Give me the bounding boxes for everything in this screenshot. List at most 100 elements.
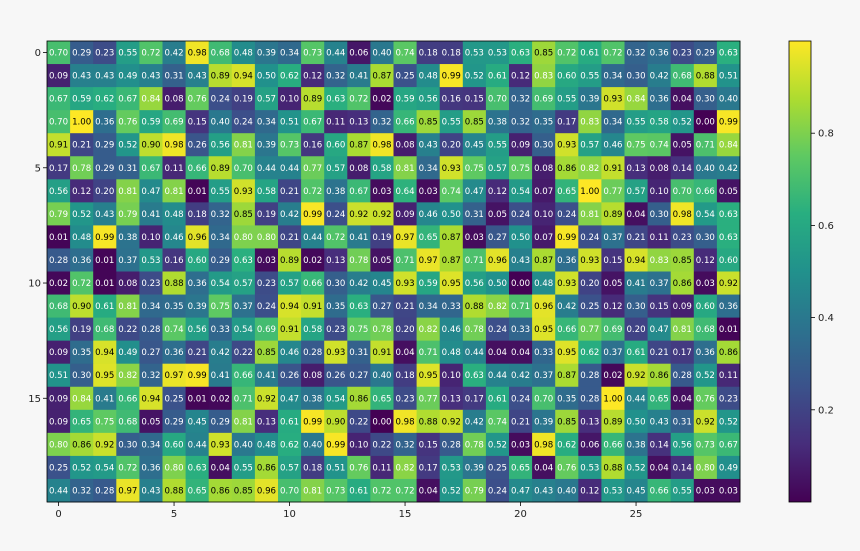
cell-value-label: 0.30 bbox=[326, 279, 345, 289]
heatmap-cell bbox=[208, 225, 233, 249]
heatmap-cell bbox=[231, 110, 256, 134]
cell-value-label: 0.63 bbox=[719, 210, 738, 220]
cell-value-label: 0.59 bbox=[419, 279, 438, 289]
cell-value-label: 0.82 bbox=[580, 164, 599, 174]
cell-value-label: 0.78 bbox=[349, 256, 368, 266]
cell-value-label: 0.52 bbox=[442, 486, 461, 496]
cell-value-label: 0.04 bbox=[626, 210, 645, 220]
heatmap-cell bbox=[324, 87, 348, 111]
heatmap-cell bbox=[716, 110, 741, 134]
heatmap-cell bbox=[670, 64, 695, 88]
heatmap-cell bbox=[347, 248, 371, 272]
heatmap-cell bbox=[647, 202, 672, 226]
cell-value-label: 0.93 bbox=[580, 256, 599, 266]
heatmap-cell bbox=[393, 317, 417, 342]
cell-value-label: 0.29 bbox=[211, 417, 230, 427]
heatmap-cell bbox=[693, 64, 718, 88]
heatmap-cell bbox=[185, 340, 210, 365]
cell-value-label: 0.43 bbox=[95, 72, 114, 82]
cell-value-label: 0.12 bbox=[511, 72, 530, 82]
cell-value-label: 0.17 bbox=[673, 348, 692, 358]
heatmap-cell bbox=[301, 386, 325, 411]
heatmap-cell bbox=[278, 363, 302, 388]
cell-value-label: 0.60 bbox=[557, 72, 576, 82]
cell-value-label: 0.40 bbox=[372, 49, 391, 59]
heatmap-cell bbox=[324, 478, 348, 503]
cell-value-label: 0.51 bbox=[49, 371, 68, 381]
heatmap-cell bbox=[578, 248, 602, 272]
cell-value-label: 0.82 bbox=[419, 325, 438, 335]
cell-value-label: 0.30 bbox=[626, 302, 645, 312]
heatmap-cell bbox=[693, 202, 718, 226]
heatmap-cell bbox=[416, 64, 441, 88]
heatmap-cell bbox=[301, 87, 325, 111]
heatmap-cell bbox=[162, 110, 186, 134]
cell-value-label: 0.44 bbox=[49, 486, 68, 496]
cell-value-label: 0.41 bbox=[257, 371, 276, 381]
colorbar-gradient bbox=[788, 40, 812, 503]
cell-value-label: 0.03 bbox=[511, 440, 530, 450]
heatmap-cell bbox=[93, 225, 117, 249]
cell-value-label: 0.11 bbox=[719, 371, 738, 381]
cell-value-label: 0.63 bbox=[465, 371, 484, 381]
cell-value-label: 0.15 bbox=[603, 256, 622, 266]
cell-value-label: 0.04 bbox=[511, 348, 530, 358]
heatmap-cell bbox=[324, 41, 348, 65]
cell-value-label: 0.09 bbox=[49, 394, 68, 404]
cell-value-label: 0.56 bbox=[188, 325, 207, 335]
heatmap-cell bbox=[116, 409, 140, 434]
cell-value-label: 0.22 bbox=[234, 348, 253, 358]
cell-value-label: 0.68 bbox=[696, 325, 715, 335]
heatmap-cell bbox=[532, 64, 556, 88]
heatmap-cell bbox=[139, 317, 163, 342]
heatmap-cell bbox=[162, 432, 186, 457]
cell-value-label: 0.34 bbox=[211, 233, 230, 243]
cell-value-label: 0.44 bbox=[626, 394, 645, 404]
cell-value-label: 0.68 bbox=[49, 302, 68, 312]
heatmap-cell bbox=[116, 340, 140, 365]
x-tick-label: 5 bbox=[171, 509, 177, 520]
cell-value-label: 0.61 bbox=[488, 72, 507, 82]
cell-value-label: 0.77 bbox=[603, 187, 622, 197]
cell-value-label: 0.43 bbox=[419, 141, 438, 151]
cell-value-label: 0.86 bbox=[673, 279, 692, 289]
heatmap-cell bbox=[162, 87, 186, 111]
heatmap-cell bbox=[231, 340, 256, 365]
heatmap-cell bbox=[301, 225, 325, 249]
heatmap-cell bbox=[278, 110, 302, 134]
heatmap-cell bbox=[439, 179, 464, 203]
cell-value-label: 0.50 bbox=[626, 417, 645, 427]
heatmap-cell bbox=[601, 363, 625, 388]
cell-value-label: 0.15 bbox=[465, 95, 484, 105]
cell-value-label: 0.29 bbox=[72, 49, 91, 59]
cell-value-label: 0.65 bbox=[650, 394, 669, 404]
cell-value-label: 0.32 bbox=[141, 371, 160, 381]
heatmap-cell bbox=[485, 133, 510, 157]
cell-value-label: 0.25 bbox=[395, 72, 414, 82]
cell-value-label: 0.18 bbox=[188, 210, 207, 220]
cell-value-label: 0.66 bbox=[603, 440, 622, 450]
cell-value-label: 0.80 bbox=[49, 440, 68, 450]
cell-value-label: 0.72 bbox=[118, 463, 137, 473]
cell-value-label: 0.38 bbox=[303, 394, 322, 404]
heatmap-cell bbox=[716, 386, 741, 411]
heatmap-cell bbox=[370, 409, 394, 434]
cell-value-label: 0.45 bbox=[372, 279, 391, 289]
cell-value-label: 0.55 bbox=[442, 118, 461, 128]
heatmap-cell bbox=[393, 248, 417, 272]
cell-value-label: 0.80 bbox=[257, 233, 276, 243]
cell-value-label: 0.41 bbox=[141, 210, 160, 220]
heatmap-cell bbox=[693, 41, 718, 65]
cell-value-label: 0.10 bbox=[280, 95, 299, 105]
heatmap-cell bbox=[116, 156, 140, 180]
cell-value-label: 0.28 bbox=[95, 486, 114, 496]
cell-value-label: 0.25 bbox=[488, 463, 507, 473]
cell-value-label: 0.63 bbox=[326, 95, 345, 105]
heatmap-cell bbox=[462, 133, 487, 157]
cell-value-label: 0.85 bbox=[234, 486, 253, 496]
cell-value-label: 0.34 bbox=[603, 118, 622, 128]
heatmap-cell bbox=[278, 248, 302, 272]
cell-value-label: 0.88 bbox=[465, 302, 484, 312]
heatmap-cell bbox=[93, 271, 117, 295]
cell-value-label: 0.49 bbox=[118, 348, 137, 358]
